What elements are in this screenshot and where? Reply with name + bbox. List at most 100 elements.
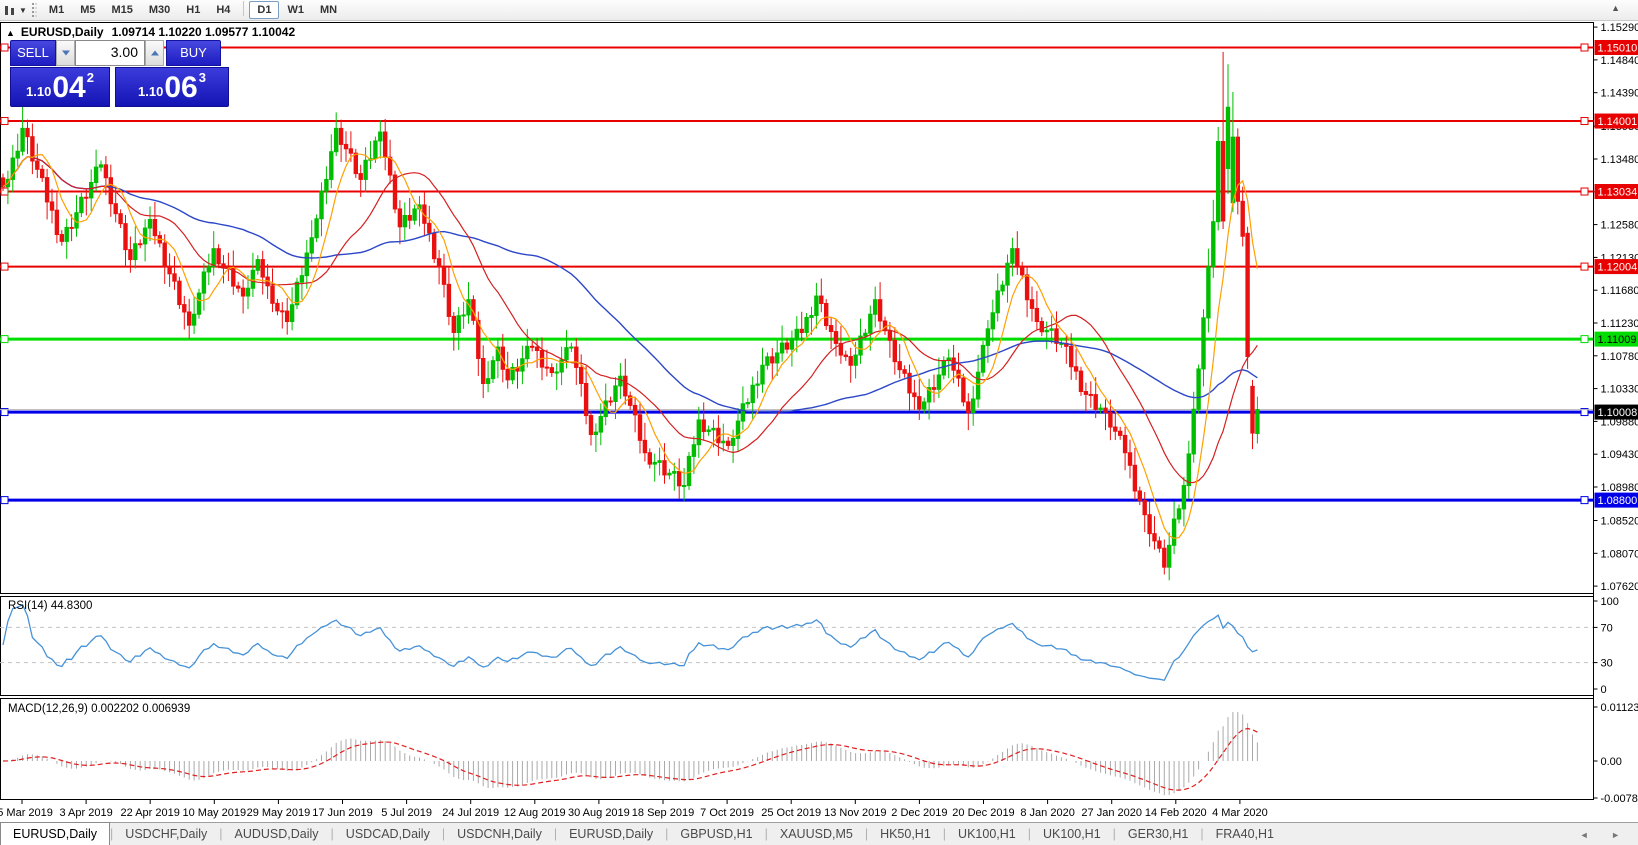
buy-price-pip: 3	[198, 70, 206, 85]
chart-symbol-label: EURUSD,Daily	[20, 25, 104, 39]
sell-price-button[interactable]: 1.10 04 2	[10, 67, 110, 107]
tab-usdcnh-daily-4[interactable]: USDCNH,Daily	[457, 827, 542, 841]
sell-price-big: 04	[52, 71, 86, 104]
tab-usdchf-daily-1[interactable]: USDCHF,Daily	[125, 827, 208, 841]
chart-title: ▲ EURUSD,Daily 1.09714 1.10220 1.09577 1.1…	[6, 25, 295, 39]
tab-separator: |	[1027, 827, 1031, 841]
date-axis-label: 2 Dec 2019	[891, 807, 947, 819]
price-axis-tick: 1.11230	[1601, 318, 1638, 330]
date-axis-label: 4 Mar 2020	[1212, 807, 1268, 819]
tab-eurusd-daily-0[interactable]: EURUSD,Daily	[0, 822, 111, 845]
chart-ohlc-values: 1.09714 1.10220 1.09577 1.10042	[111, 25, 296, 39]
level-price-chip: 1.15010	[1598, 42, 1638, 54]
level-price-chip: 1.11009	[1598, 334, 1637, 346]
tab-ger30-h1-11[interactable]: GER30,H1	[1127, 827, 1189, 841]
toolbar-separator	[243, 1, 245, 16]
spread-decrease-button[interactable]	[56, 40, 75, 66]
spinner-up-icon	[150, 50, 159, 56]
tab-separator: |	[864, 827, 869, 841]
tab-separator: |	[553, 827, 558, 841]
rsi-indicator-label: RSI(14) 44.8300	[8, 600, 92, 612]
chart-tools-icon[interactable]	[2, 3, 18, 18]
timeframe-button-h1[interactable]: H1	[186, 4, 201, 16]
sell-button[interactable]: SELL	[10, 40, 56, 66]
date-axis-label: 30 Aug 2019	[568, 807, 630, 819]
date-axis-label: 25 Oct 2019	[761, 807, 821, 819]
price-axis-tick: 1.14390	[1601, 88, 1638, 100]
timeframe-button-m30[interactable]: M30	[148, 4, 171, 16]
price-axis-tick: 1.10780	[1601, 351, 1638, 363]
chart-tools-dropdown-caret[interactable]: ▼	[19, 5, 27, 15]
timeframe-button-h4[interactable]: H4	[216, 4, 231, 16]
tab-separator: |	[942, 827, 947, 841]
date-axis-label: 15 Mar 2019	[0, 807, 53, 819]
spread-increase-button[interactable]	[145, 40, 164, 66]
buy-button[interactable]: BUY	[166, 40, 221, 66]
chart-tabs: EURUSD,Daily | USDCHF,Daily | AUDUSD,Daily | U…	[0, 822, 1286, 845]
tab-separator: |	[441, 827, 446, 841]
sell-price-prefix: 1.10	[26, 84, 52, 99]
date-axis-label: 17 Jun 2019	[312, 807, 373, 819]
tab-gbpusd-h1-6[interactable]: GBPUSD,H1	[680, 827, 753, 841]
date-axis-label: 29 May 2019	[247, 807, 311, 819]
toolbar-grip[interactable]	[31, 3, 37, 17]
date-axis-label: 3 Apr 2019	[59, 807, 112, 819]
level-price-chip: 1.10008	[1598, 407, 1638, 419]
timeframe-button-mn[interactable]: MN	[319, 4, 338, 16]
timeframe-buttons: M1 M5 M15 M30 H1 H4 D1 W1 MN	[41, 1, 345, 19]
price-axis-tick: 1.10330	[1601, 384, 1638, 396]
price-axis-tick: 1.11680	[1601, 285, 1638, 297]
tab-separator: |	[110, 827, 114, 841]
macd-axis-tick: 0.00	[1601, 756, 1622, 768]
date-axis-label: 5 Jul 2019	[381, 807, 432, 819]
price-axis-tick: 1.14840	[1601, 55, 1638, 67]
macd-axis-tick: 0.011232	[1601, 702, 1638, 714]
rsi-axis-tick: 70	[1601, 622, 1613, 634]
date-axis-label: 12 Aug 2019	[504, 807, 566, 819]
tab-separator: |	[764, 827, 768, 841]
tab-uk100-h1-9[interactable]: UK100,H1	[958, 827, 1016, 841]
tab-usdcad-daily-3[interactable]: USDCAD,Daily	[345, 827, 430, 841]
timeframe-toolbar: ▼ M1 M5 M15 M30 H1 H4 D1 W1 MN ▲	[0, 0, 1638, 21]
tab-xauusd-m5-7[interactable]: XAUUSD,M5	[779, 827, 853, 841]
tab-separator: |	[1200, 827, 1204, 841]
date-axis-label: 20 Dec 2019	[952, 807, 1014, 819]
spread-input[interactable]: 3.00	[75, 40, 145, 66]
tab-fra40-h1-12[interactable]: FRA40,H1	[1215, 827, 1274, 841]
date-axis-label: 27 Jan 2020	[1081, 807, 1142, 819]
timeframe-button-d1[interactable]: D1	[249, 1, 280, 19]
tab-separator: |	[665, 827, 669, 841]
rsi-axis-tick: 0	[1601, 684, 1607, 696]
price-axis-tick: 1.08980	[1601, 482, 1638, 494]
tab-scroll-arrows[interactable]: ◄ ►	[1579, 830, 1630, 840]
date-axis-label: 7 Oct 2019	[700, 807, 754, 819]
tab-uk100-h1-10[interactable]: UK100,H1	[1042, 827, 1101, 841]
timeframe-button-w1[interactable]: W1	[287, 4, 304, 16]
tab-hk50-h1-8[interactable]: HK50,H1	[880, 827, 931, 841]
buy-price-prefix: 1.10	[138, 84, 164, 99]
tab-eurusd-daily-5[interactable]: EURUSD,Daily	[569, 827, 654, 841]
timeframe-button-m1[interactable]: M1	[48, 4, 65, 16]
date-axis-label: 22 Apr 2019	[121, 807, 180, 819]
date-axis-label: 13 Nov 2019	[824, 807, 886, 819]
level-price-chip: 1.13034	[1598, 187, 1638, 199]
price-axis-tick: 1.08070	[1601, 548, 1638, 560]
price-axis-tick: 1.15290	[1601, 22, 1638, 34]
price-axis-tick: 1.12580	[1601, 220, 1638, 232]
sell-price-pip: 2	[86, 70, 94, 85]
date-axis-label: 24 Jul 2019	[442, 807, 499, 819]
one-click-trade-panel: SELL 3.00 BUY 1.10 04 2 1.10 06 3	[10, 40, 229, 107]
collapse-chart-icon[interactable]: ▲	[6, 28, 15, 38]
date-axis-label: 10 May 2019	[182, 807, 246, 819]
tab-separator: |	[219, 827, 223, 841]
tab-audusd-daily-2[interactable]: AUDUSD,Daily	[234, 827, 319, 841]
timeframe-button-m5[interactable]: M5	[80, 4, 96, 16]
scroll-up-icon[interactable]: ▲	[1611, 3, 1620, 13]
buy-price-button[interactable]: 1.10 06 3	[115, 67, 229, 107]
timeframe-button-m15[interactable]: M15	[111, 4, 133, 16]
price-axis-tick: 1.09430	[1601, 449, 1638, 461]
price-axis-tick: 1.13480	[1601, 154, 1638, 166]
date-axis-label: 14 Feb 2020	[1145, 807, 1207, 819]
